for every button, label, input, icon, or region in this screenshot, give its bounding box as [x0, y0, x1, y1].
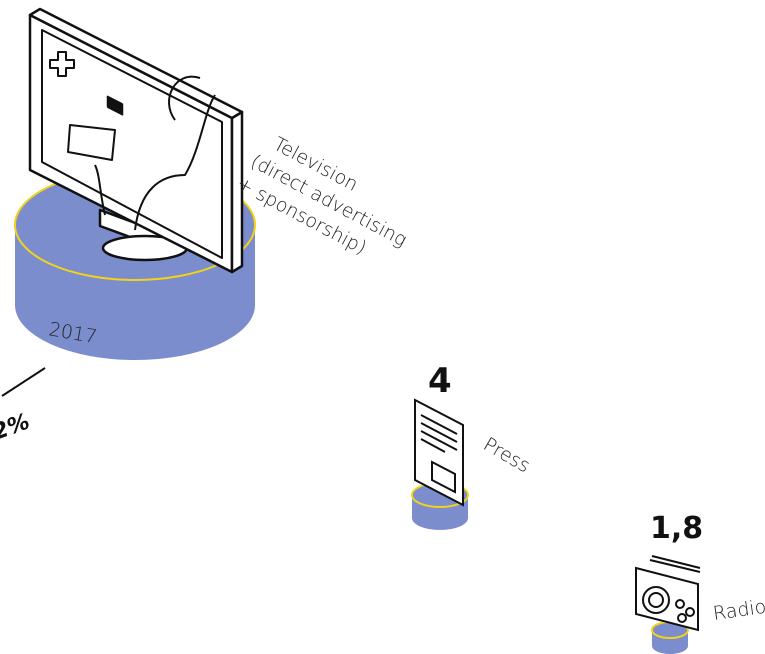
share-label: 2%	[0, 409, 33, 445]
radio-icon	[635, 555, 701, 632]
press-label: Press	[480, 433, 534, 477]
press-icon	[414, 398, 464, 507]
tv-icon	[28, 7, 244, 274]
radio-value: 1,8	[650, 511, 703, 546]
radio-cylinder	[651, 621, 689, 654]
press-value: 4	[428, 361, 452, 401]
tv-label: Television (direct advertising + sponsor…	[233, 133, 411, 259]
radio-label: Radio	[712, 596, 765, 625]
leader-line	[1, 367, 46, 397]
